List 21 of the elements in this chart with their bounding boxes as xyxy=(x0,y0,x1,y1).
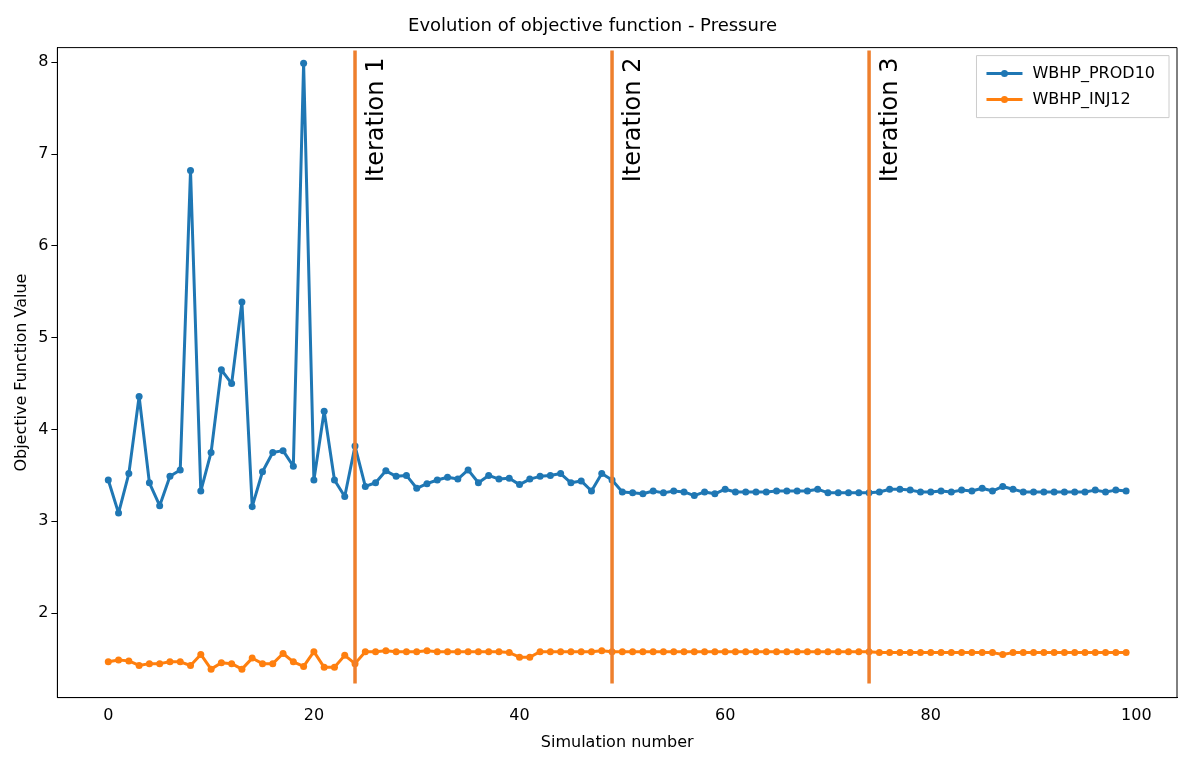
x-tick-label: 40 xyxy=(509,705,530,725)
y-tick-label: 3 xyxy=(38,510,49,530)
y-tick-label: 6 xyxy=(38,235,49,255)
x-tick-label: 80 xyxy=(920,705,941,725)
ref-line-label: Iteration 3 xyxy=(875,57,904,183)
x-tick-label: 60 xyxy=(714,705,736,725)
y-tick-label: 7 xyxy=(38,143,49,163)
y-tick-label: 2 xyxy=(38,602,49,622)
legend-label: WBHP_INJ12 xyxy=(1032,88,1131,109)
y-tick-label: 4 xyxy=(38,418,49,438)
x-tick-label: 0 xyxy=(103,705,114,725)
chart-title: Evolution of objective function - Pressure xyxy=(408,14,777,36)
x-tick-label: 100 xyxy=(1121,705,1152,725)
ref-line-label: Iteration 2 xyxy=(618,57,647,183)
ref-line-label: Iteration 1 xyxy=(361,57,390,183)
legend-label: WBHP_PROD10 xyxy=(1032,62,1155,83)
x-axis-title: Simulation number xyxy=(540,731,694,751)
y-tick-label: 8 xyxy=(38,51,49,71)
y-tick-label: 5 xyxy=(38,326,49,346)
x-tick-label: 20 xyxy=(303,705,325,725)
y-axis-title: Objective Function Value xyxy=(10,273,30,472)
